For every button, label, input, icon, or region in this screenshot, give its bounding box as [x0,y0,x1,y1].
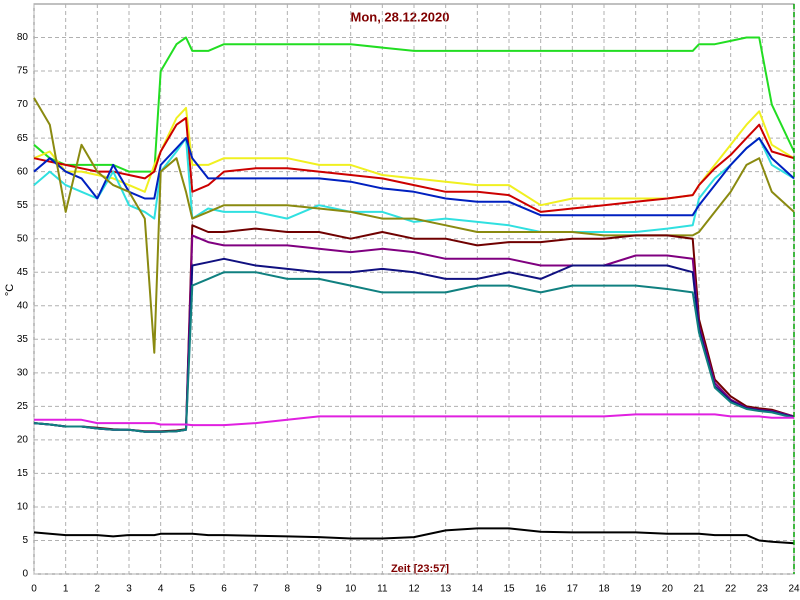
x-tick-label: 3 [126,584,132,595]
x-axis-label: Zeit [23:57] [391,563,449,575]
x-tick-label: 15 [503,584,515,595]
x-tick-label: 19 [630,584,642,595]
x-tick-label: 10 [345,584,357,595]
y-tick-label: 80 [17,32,29,43]
series-line [34,413,794,427]
y-tick-label: 0 [22,569,28,580]
x-tick-label: 24 [788,584,800,595]
x-tick-label: 8 [285,584,291,595]
x-tick-label: 5 [190,584,196,595]
y-tick-label: 55 [17,200,29,211]
y-tick-label: 5 [22,535,28,546]
x-tick-label: 16 [535,584,547,595]
x-tick-label: 23 [757,584,769,595]
series-line [33,527,795,545]
x-tick-label: 12 [408,584,420,595]
x-tick-label: 4 [158,584,164,595]
x-tick-label: 22 [725,584,737,595]
x-tick-label: 13 [440,584,452,595]
x-tick-label: 17 [567,584,579,595]
x-tick-label: 1 [63,584,69,595]
y-tick-label: 30 [17,367,29,378]
y-tick-label: 75 [17,66,29,77]
y-tick-label: 40 [17,300,29,311]
series-line [33,117,795,213]
y-tick-label: 15 [17,468,29,479]
series-line [33,271,795,433]
y-tick-label: 45 [17,267,29,278]
y-tick-label: 70 [17,99,29,110]
y-tick-label: 20 [17,435,29,446]
x-tick-label: 20 [662,584,674,595]
y-tick-label: 25 [17,401,29,412]
series-line [33,36,795,173]
x-tick-label: 7 [253,584,259,595]
x-tick-label: 14 [472,584,484,595]
x-tick-label: 2 [95,584,101,595]
x-tick-label: 11 [377,584,388,595]
chart-title: Mon, 28.12.2020 [351,9,450,24]
x-tick-label: 18 [598,584,610,595]
y-tick-label: 60 [17,166,29,177]
y-tick-label: 35 [17,334,29,345]
y-tick-label: 65 [17,133,29,144]
y-axis-label: °C [4,284,16,296]
x-tick-label: 21 [693,584,705,595]
y-tick-label: 50 [17,233,29,244]
lines [33,36,795,545]
y-tick-label: 10 [17,502,29,513]
x-tick-label: 9 [316,584,322,595]
x-tick-label: 0 [31,584,37,595]
series-line [33,97,795,354]
x-tick-label: 6 [221,584,227,595]
